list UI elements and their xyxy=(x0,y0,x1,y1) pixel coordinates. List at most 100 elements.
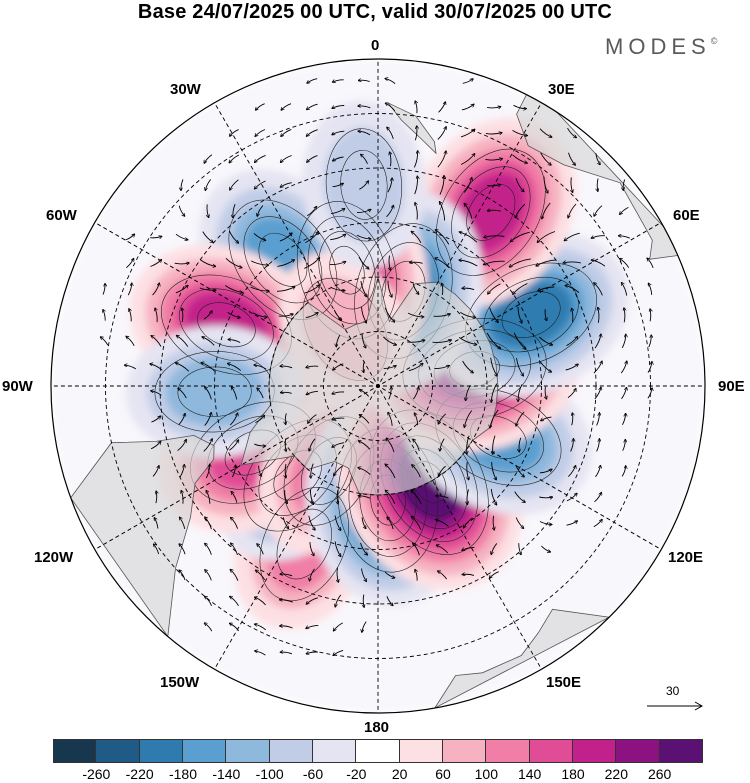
wind-arrow xyxy=(647,361,652,373)
wind-arrow xyxy=(593,519,602,528)
wind-arrow xyxy=(596,439,600,452)
wind-arrow xyxy=(356,234,371,239)
wind-arrow xyxy=(255,651,266,656)
wind-arrow xyxy=(539,128,552,138)
wind-arrow xyxy=(280,182,292,188)
wind-arrow xyxy=(280,574,293,577)
colorbar-tick-label: -220 xyxy=(125,766,154,782)
contour-line xyxy=(501,291,561,338)
wind-arrow xyxy=(566,493,577,502)
wind-arrow xyxy=(337,567,338,583)
wind-arrow xyxy=(568,152,576,166)
wind-arrow xyxy=(385,490,396,504)
colorbar-swatch xyxy=(529,739,573,763)
wind-arrow xyxy=(512,154,528,163)
wind-arrow xyxy=(310,489,313,504)
wind-arrow xyxy=(388,412,393,426)
wind-arrow xyxy=(231,491,238,503)
wind-arrow xyxy=(359,390,370,397)
wind-arrow xyxy=(488,283,501,294)
wind-arrow xyxy=(309,438,316,451)
wind-arrow xyxy=(594,334,601,349)
wind-arrow xyxy=(568,203,577,218)
wind-arrow xyxy=(280,652,293,655)
wind-arrow xyxy=(202,337,215,346)
wind-arrow xyxy=(572,308,573,322)
wind-arrow xyxy=(174,263,190,264)
wind-arrow xyxy=(541,545,550,552)
lon-label-30w: 30W xyxy=(170,81,201,98)
wind-arrow xyxy=(204,412,212,426)
wind-arrow xyxy=(332,183,344,188)
wind-arrow xyxy=(387,127,394,140)
wind-arrow xyxy=(250,260,269,265)
wind-arrow xyxy=(594,387,601,400)
wind-arrow xyxy=(154,518,159,529)
colorbar-tick-label: -20 xyxy=(346,766,367,782)
wind-arrow xyxy=(277,260,295,267)
wind-arrow xyxy=(333,363,344,370)
wind-arrow xyxy=(175,363,190,372)
colorbar-tick-label: 100 xyxy=(474,766,498,782)
wind-arrow xyxy=(461,104,474,111)
colorbar-tick-label: -180 xyxy=(168,766,198,782)
wind-arrow xyxy=(129,309,131,322)
wind-arrow xyxy=(572,413,573,426)
wind-arrow xyxy=(467,489,468,504)
wind-arrow xyxy=(415,569,417,581)
wind-arrow xyxy=(100,337,109,346)
wind-arrow xyxy=(387,280,392,298)
colorbar-tick-label: 60 xyxy=(435,766,451,782)
contour-line xyxy=(329,245,365,295)
wind-arrow xyxy=(459,232,478,243)
wind-arrow xyxy=(202,231,213,243)
wind-arrow xyxy=(231,543,238,556)
wind-arrow xyxy=(363,361,364,372)
wind-arrow xyxy=(330,234,346,241)
wind-arrow xyxy=(362,621,367,633)
wind-arrow xyxy=(539,521,552,525)
wind-arrow xyxy=(385,103,396,112)
wind-arrow xyxy=(177,439,187,452)
wind-arrow xyxy=(358,106,371,109)
wind-arrow xyxy=(254,443,265,446)
colorbar-tick-label: 140 xyxy=(517,766,542,782)
wind-arrow xyxy=(647,258,654,269)
colorbar-tick-label: 180 xyxy=(561,766,585,782)
wind-arrow xyxy=(486,332,501,349)
wind-arrow xyxy=(331,208,345,215)
wind-arrow xyxy=(540,152,552,165)
wind-arrow xyxy=(153,544,160,555)
wind-arrow xyxy=(205,543,212,555)
colorbar-swatch xyxy=(442,739,487,763)
wind-arrow xyxy=(252,312,267,318)
wind-arrow xyxy=(175,233,188,240)
wind-arrow xyxy=(539,336,552,345)
wind-arrow xyxy=(462,574,475,575)
wind-arrow xyxy=(334,465,343,476)
wind-arrow xyxy=(254,180,266,189)
wind-arrow xyxy=(176,335,189,347)
wind-arrow xyxy=(151,391,162,396)
wind-arrow xyxy=(519,437,522,452)
wind-arrow xyxy=(250,286,270,291)
contour-line xyxy=(258,232,308,287)
reference-vector xyxy=(647,701,704,711)
wind-arrow xyxy=(285,413,286,424)
wind-arrow xyxy=(490,409,499,428)
wind-arrow xyxy=(434,366,450,369)
anomaly-contour-band xyxy=(323,127,405,243)
wind-arrow xyxy=(460,129,475,138)
colorbar-tick-label: 260 xyxy=(647,766,672,782)
colorbar-tick-label: 20 xyxy=(391,766,408,782)
lon-label-0: 0 xyxy=(371,37,380,54)
wind-arrow xyxy=(519,543,521,555)
australia xyxy=(516,84,690,260)
colorbar-swatch xyxy=(139,739,183,763)
wind-arrow xyxy=(204,623,213,632)
wind-arrow xyxy=(229,440,238,451)
wind-arrow xyxy=(204,596,213,606)
south-pole-marker xyxy=(376,384,380,388)
wind-arrow xyxy=(199,287,216,290)
wind-arrow xyxy=(254,597,266,606)
